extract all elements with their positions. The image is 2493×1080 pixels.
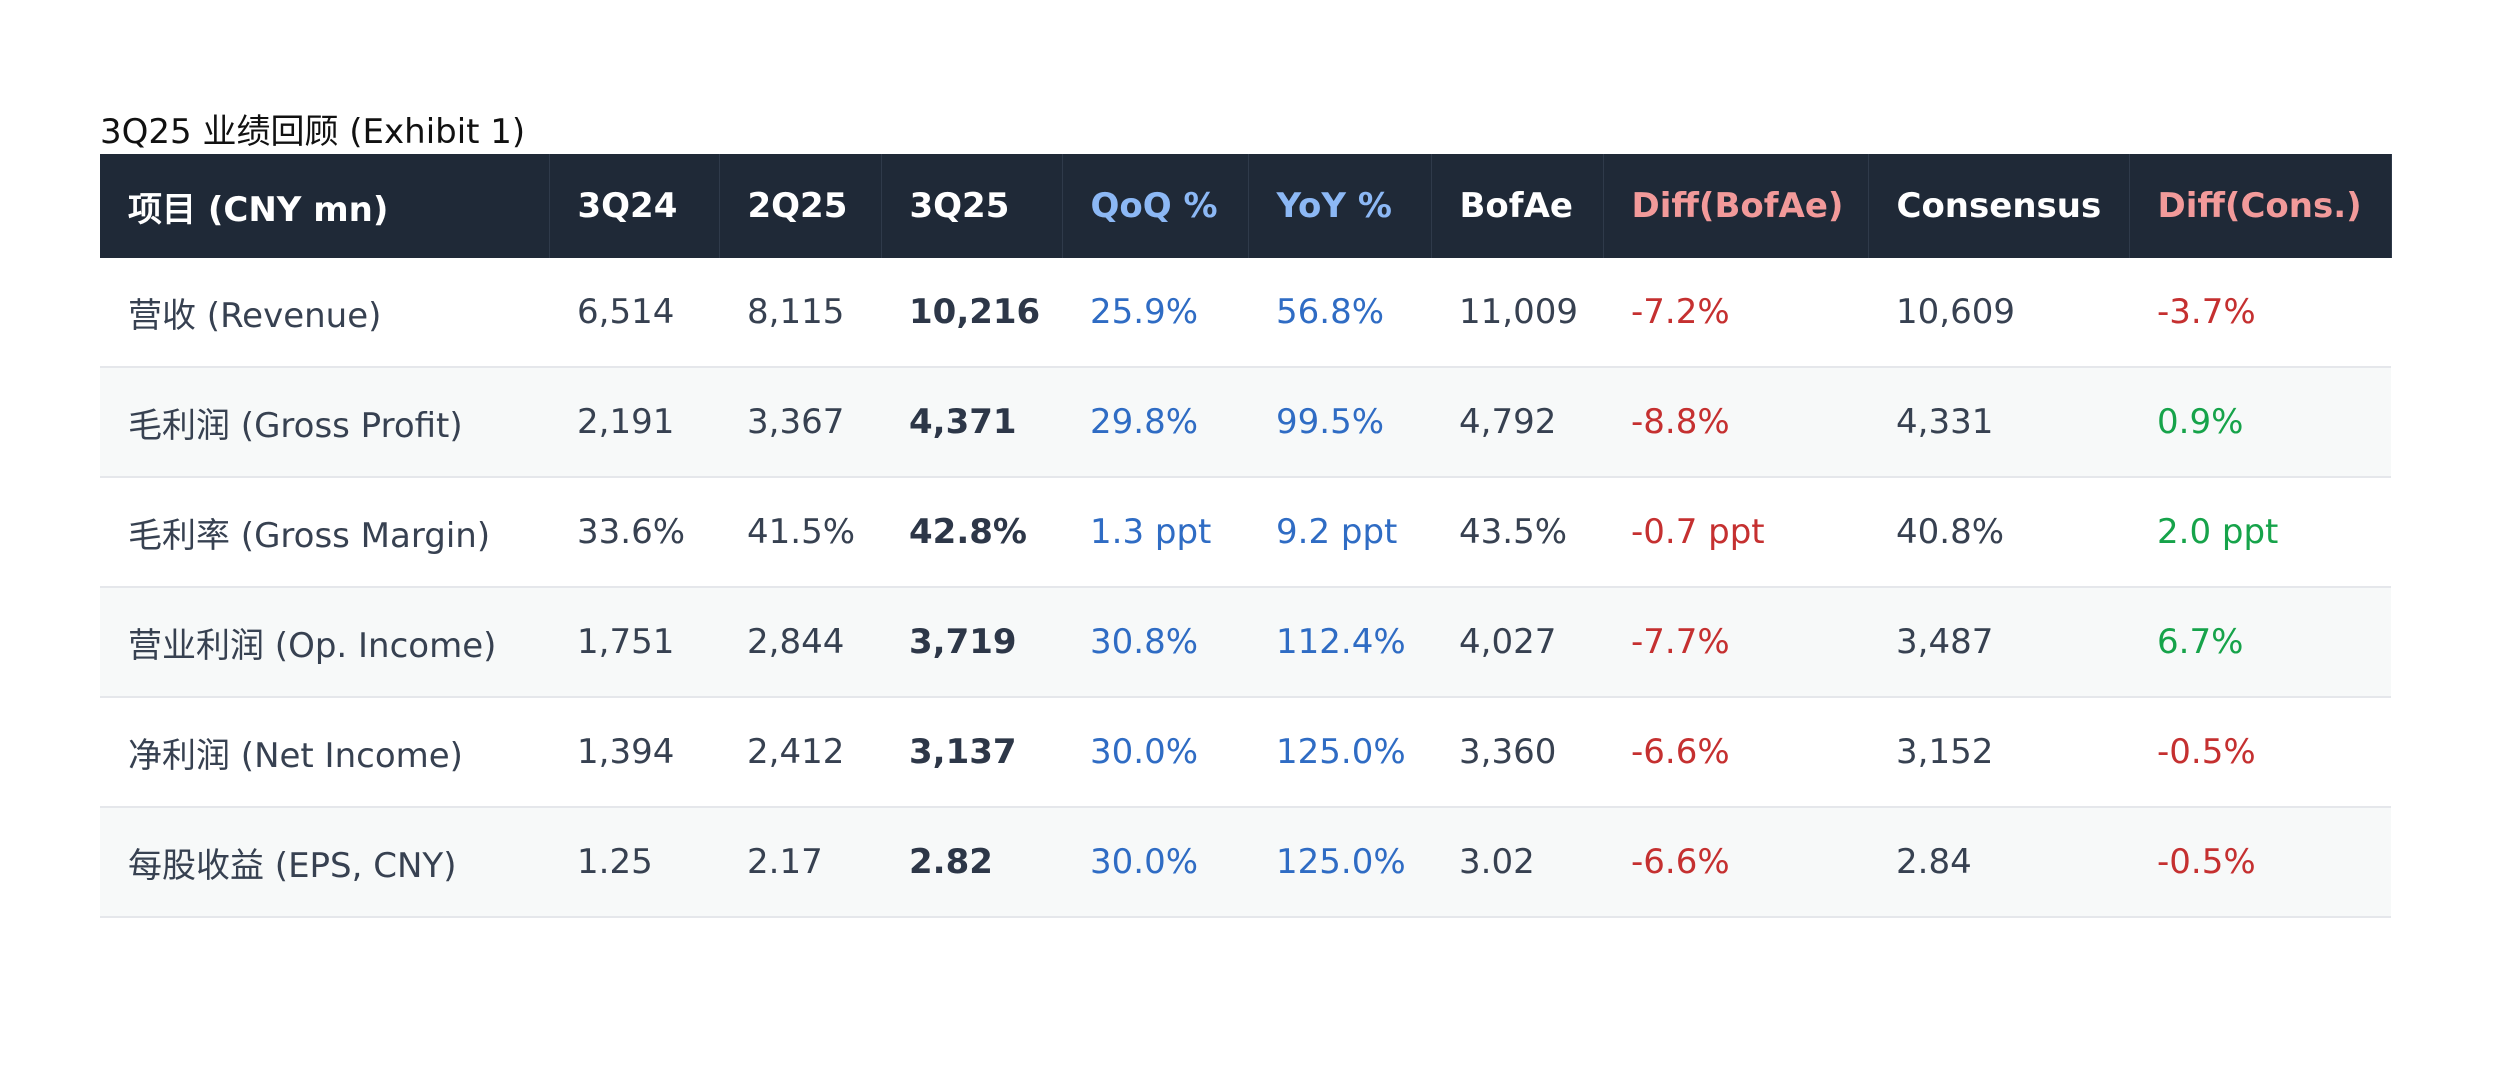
header-cell: 3Q24: [549, 154, 720, 258]
cell: 4,027: [1431, 587, 1603, 698]
cell: 1,394: [549, 697, 719, 808]
cell: 2.0 ppt: [2129, 477, 2391, 588]
cell: 30.8%: [1062, 587, 1248, 698]
cell: 2.17: [719, 807, 881, 918]
cell: 3,152: [1868, 697, 2129, 808]
cell: -0.5%: [2129, 807, 2391, 918]
table-row: 每股收益 (EPS, CNY) 1.25 2.17 2.82 30.0% 125.0% 3.…: [100, 807, 2391, 918]
cell: 3.02: [1431, 807, 1603, 918]
row-label: 毛利率 (Gross Margin): [100, 477, 549, 588]
table-row: 营收 (Revenue) 6,514 8,115 10,216 25.9% 56.8% 11…: [100, 258, 2391, 368]
cell: 3,137: [881, 697, 1062, 808]
cell: -0.5%: [2129, 697, 2391, 808]
cell: 3,487: [1868, 587, 2129, 698]
cell: -3.7%: [2129, 258, 2391, 368]
cell: -7.2%: [1603, 258, 1868, 368]
table-row: 毛利率 (Gross Margin) 33.6% 41.5% 42.8% 1.3 ppt…: [100, 477, 2391, 588]
cell: -6.6%: [1603, 697, 1868, 808]
cell: 30.0%: [1062, 807, 1248, 918]
cell: 6.7%: [2129, 587, 2391, 698]
cell: 112.4%: [1248, 587, 1431, 698]
cell: 2.84: [1868, 807, 2129, 918]
cell: 4,792: [1431, 367, 1603, 478]
caption: 3Q25 业绩回顾 (Exhibit 1): [100, 112, 526, 152]
cell: -8.8%: [1603, 367, 1868, 478]
cell: 125.0%: [1248, 697, 1431, 808]
cell: 0.9%: [2129, 367, 2391, 478]
cell: 8,115: [719, 258, 881, 368]
table-row: 营业利润 (Op. Income) 1,751 2,844 3,719 30.8% 112…: [100, 587, 2391, 698]
table-header: 项目 (CNY mn) 3Q24 2Q25 3Q25 QoQ % YoY % BofAe Di…: [100, 154, 2392, 258]
header-row: 项目 (CNY mn) 3Q24 2Q25 3Q25 QoQ % YoY % BofAe Di…: [100, 154, 2392, 258]
cell: 29.8%: [1062, 367, 1248, 478]
cell: 1.3 ppt: [1062, 477, 1248, 588]
header-cell: BofAe: [1431, 154, 1604, 258]
cell: 10,216: [881, 258, 1062, 368]
cell: 2,412: [719, 697, 881, 808]
cell: 56.8%: [1248, 258, 1431, 368]
cell: 2,844: [719, 587, 881, 698]
cell: 3,360: [1431, 697, 1603, 808]
cell: 4,371: [881, 367, 1062, 478]
cell: 1.25: [549, 807, 719, 918]
cell: 11,009: [1431, 258, 1603, 368]
cell: 6,514: [549, 258, 719, 368]
cell: 99.5%: [1248, 367, 1431, 478]
header-cell: 2Q25: [719, 154, 882, 258]
row-label: 营收 (Revenue): [100, 258, 549, 368]
header-cell: Diff(Cons.): [2129, 154, 2392, 258]
cell: 1,751: [549, 587, 719, 698]
cell: -7.7%: [1603, 587, 1868, 698]
cell: 2.82: [881, 807, 1062, 918]
header-cell: 3Q25: [881, 154, 1063, 258]
table-row: 净利润 (Net Income) 1,394 2,412 3,137 30.0% 125.…: [100, 697, 2391, 808]
row-label: 毛利润 (Gross Profit): [100, 367, 549, 478]
cell: 125.0%: [1248, 807, 1431, 918]
cell: 30.0%: [1062, 697, 1248, 808]
cell: 10,609: [1868, 258, 2129, 368]
cell: 33.6%: [549, 477, 719, 588]
cell: 25.9%: [1062, 258, 1248, 368]
cell: -0.7 ppt: [1603, 477, 1868, 588]
row-label: 营业利润 (Op. Income): [100, 587, 549, 698]
header-cell: Consensus: [1868, 154, 2130, 258]
cell: 3,367: [719, 367, 881, 478]
results-table: 项目 (CNY mn) 3Q24 2Q25 3Q25 QoQ % YoY % BofAe Di…: [100, 154, 2392, 918]
header-cell: 项目 (CNY mn): [100, 154, 550, 258]
table-body: 营收 (Revenue) 6,514 8,115 10,216 25.9% 56.8% 11…: [100, 258, 2391, 918]
cell: -6.6%: [1603, 807, 1868, 918]
table-row: 毛利润 (Gross Profit) 2,191 3,367 4,371 29.8% 99…: [100, 367, 2391, 478]
cell: 4,331: [1868, 367, 2129, 478]
header-cell: QoQ %: [1062, 154, 1249, 258]
cell: 9.2 ppt: [1248, 477, 1431, 588]
header-cell: YoY %: [1248, 154, 1432, 258]
cell: 40.8%: [1868, 477, 2129, 588]
cell: 41.5%: [719, 477, 881, 588]
header-cell: Diff(BofAe): [1603, 154, 1869, 258]
row-label: 每股收益 (EPS, CNY): [100, 807, 549, 918]
cell: 3,719: [881, 587, 1062, 698]
row-label: 净利润 (Net Income): [100, 697, 549, 808]
cell: 2,191: [549, 367, 719, 478]
cell: 42.8%: [881, 477, 1062, 588]
cell: 43.5%: [1431, 477, 1603, 588]
